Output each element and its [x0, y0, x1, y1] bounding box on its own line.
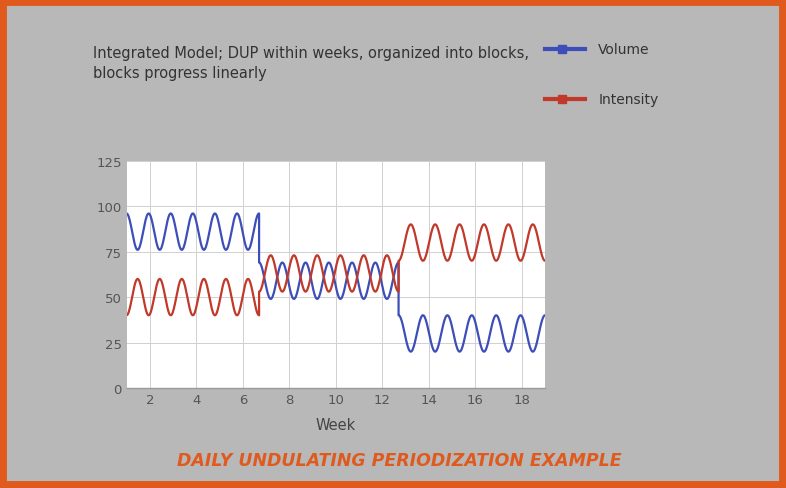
Text: Volume: Volume [598, 43, 650, 57]
Text: Integrated Model; DUP within weeks, organized into blocks,
blocks progress linea: Integrated Model; DUP within weeks, orga… [94, 46, 530, 81]
Text: DAILY UNDULATING PERIODIZATION EXAMPLE: DAILY UNDULATING PERIODIZATION EXAMPLE [177, 451, 621, 469]
X-axis label: Week: Week [316, 417, 356, 432]
Text: Intensity: Intensity [598, 93, 659, 106]
